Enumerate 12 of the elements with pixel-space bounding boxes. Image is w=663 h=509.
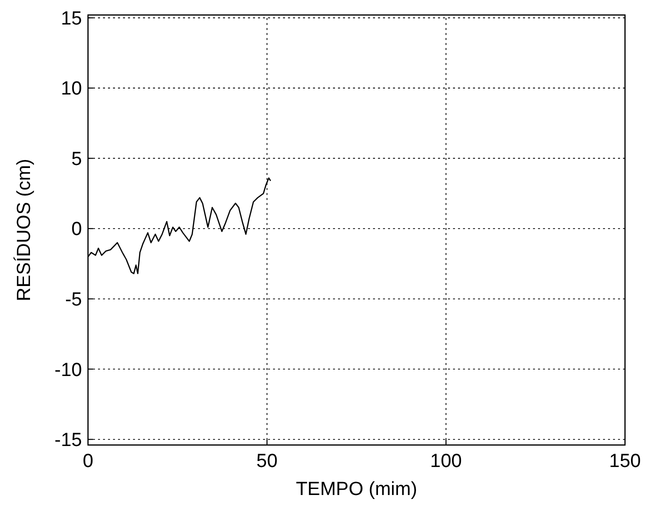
y-tick-label: 15 xyxy=(60,8,82,30)
x-tick-label: 100 xyxy=(430,451,462,472)
y-tick-label: 0 xyxy=(71,219,82,240)
x-axis-title: TEMPO (mim) xyxy=(296,479,418,500)
y-tick-label: 10 xyxy=(60,78,82,100)
y-tick-label: -15 xyxy=(54,430,82,452)
y-axis-title: RESÍDUOS (cm) xyxy=(13,158,35,302)
x-tick-label: 150 xyxy=(609,451,641,472)
y-tick-label: -10 xyxy=(54,360,82,381)
y-tick-label: 5 xyxy=(71,148,82,170)
x-tick-label: 50 xyxy=(256,451,278,472)
y-tick-label: -5 xyxy=(65,290,82,311)
